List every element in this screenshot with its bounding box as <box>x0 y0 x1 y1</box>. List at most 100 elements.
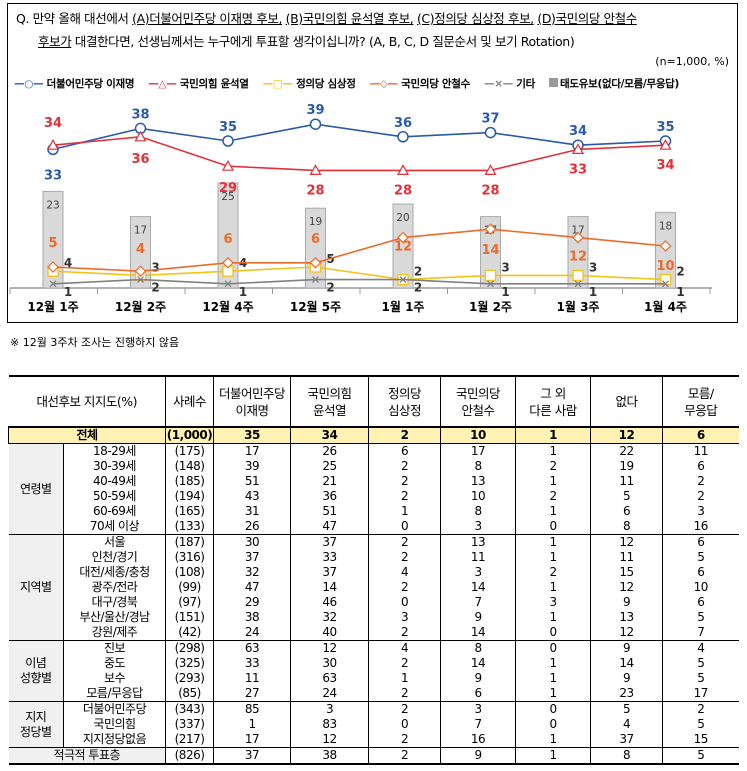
cell: 1 <box>515 686 591 702</box>
table-header: 대선후보 지지도(%) 사례수 더불어민주당 이재명 국민의힘 윤석열 정의당 심상정 국민의당… <box>8 375 739 427</box>
data-point <box>312 276 319 284</box>
cell: 1 <box>515 443 591 459</box>
group-label: 지지 정당별 <box>8 701 64 748</box>
data-label: 33 <box>569 162 587 177</box>
cell: 16 <box>440 732 516 748</box>
cell: 1 <box>515 747 591 765</box>
table-row: 광주/전라 (99) 47 14 2 14 1 12 10 <box>9 580 739 595</box>
x-tick-label: 12월 1주 <box>27 299 78 314</box>
row-label: 국민의힘 <box>62 717 166 732</box>
column-header: 더불어민주당 이재명 <box>213 375 291 427</box>
data-point <box>134 130 147 142</box>
cell: 37 <box>590 732 663 748</box>
option-c: (C)정의당 심상정 후보, <box>416 11 534 26</box>
x-tick-label: 1월 1주 <box>382 299 425 314</box>
data-label: 34 <box>656 158 674 173</box>
cell: 32 <box>213 565 291 580</box>
x-tick-label: 12월 5주 <box>290 299 341 314</box>
legend-swatch: —×— <box>484 78 513 90</box>
cell: 14 <box>440 656 516 671</box>
data-point <box>49 280 57 288</box>
footnote: ※ 12월 3주차 조사는 진행하지 않음 <box>10 336 180 349</box>
cell: 12 <box>290 640 369 656</box>
data-label: 2 <box>414 265 422 279</box>
cell: 19 <box>590 459 663 474</box>
cell: (187) <box>165 534 214 550</box>
cell: 12 <box>590 580 663 595</box>
cell: 63 <box>290 671 369 686</box>
cell: 12 <box>590 625 663 641</box>
cell: 1 <box>515 732 591 748</box>
data-label: 14 <box>481 243 499 258</box>
cell: 17 <box>213 443 291 459</box>
cell: 1 <box>368 671 441 686</box>
cell: 9 <box>590 640 663 656</box>
cell: 5 <box>662 656 739 671</box>
cell: 0 <box>515 625 591 641</box>
cell: 47 <box>290 519 369 535</box>
cell: 21 <box>290 474 369 489</box>
cell: 17 <box>213 732 291 748</box>
x-tick-label: 1월 4주 <box>644 299 687 314</box>
table-row: 대구/경북 (97) 29 46 0 7 3 9 6 <box>9 595 739 610</box>
cell: 30 <box>213 534 291 550</box>
x-tick-label: 12월 2주 <box>115 299 166 314</box>
data-label: 33 <box>44 168 62 183</box>
table-row: 60-69세 (165) 31 51 1 8 1 6 3 <box>9 504 739 519</box>
data-label: 3 <box>501 260 509 274</box>
data-label: 2 <box>414 281 422 295</box>
cell: 1 <box>515 534 591 550</box>
chart-frame <box>7 3 738 323</box>
cell: 51 <box>213 474 291 489</box>
cell: 22 <box>590 443 663 459</box>
data-point <box>571 143 585 154</box>
cell: 5 <box>662 671 739 686</box>
cell: 8 <box>440 504 516 519</box>
cell: 15 <box>662 732 739 748</box>
data-point <box>484 269 497 282</box>
cell: (298) <box>165 640 214 656</box>
cell: 0 <box>515 717 591 732</box>
table-row: 이념 성향별 진보 (298) 63 12 4 8 0 9 4 <box>8 640 739 702</box>
cell: 30 <box>290 656 369 671</box>
data-label: 35 <box>656 120 674 135</box>
cell: 2 <box>662 701 739 717</box>
undecided-bar-label: 23 <box>46 199 59 211</box>
cell: (133) <box>165 519 214 535</box>
cell: 46 <box>290 595 369 610</box>
legend-label: 국민의힘 윤석열 <box>179 78 249 90</box>
cell: 29 <box>213 595 291 610</box>
cell: 1 <box>515 610 591 625</box>
row-label: 더불어민주당 <box>62 701 166 717</box>
cell: 7 <box>440 717 516 732</box>
cell: 6 <box>662 459 739 474</box>
x-tick-label: 1월 3주 <box>557 299 600 314</box>
cell: 7 <box>440 595 516 610</box>
cell: 9 <box>590 595 663 610</box>
cell: 3 <box>440 701 516 717</box>
cell: (316) <box>165 550 214 565</box>
data-label: 2 <box>151 281 159 295</box>
cell: 0 <box>515 519 591 535</box>
data-point <box>484 164 497 175</box>
data-label: 3 <box>589 260 597 274</box>
data-point <box>484 223 497 236</box>
column-header: 그 외 다른 사람 <box>515 375 591 427</box>
cell: 4 <box>590 717 663 732</box>
table-row: 지지 정당별 더불어민주당 (343) 85 3 2 3 0 5 2 <box>8 701 739 748</box>
data-point <box>399 276 407 284</box>
cell: (217) <box>165 732 214 748</box>
cell: (175) <box>165 443 214 459</box>
cell: 2 <box>368 656 441 671</box>
data-point <box>309 256 322 269</box>
data-label: 36 <box>131 152 149 167</box>
cell: 3 <box>515 595 591 610</box>
cell: 32 <box>290 610 369 625</box>
cell: 5 <box>662 717 739 732</box>
legend-label: 더불어민주당 이재명 <box>46 78 135 90</box>
cell: (97) <box>165 595 214 610</box>
legend-swatch <box>549 78 559 87</box>
column-header: 국민의힘 윤석열 <box>290 375 369 427</box>
data-label: 36 <box>394 116 412 131</box>
cell: 37 <box>213 747 291 765</box>
